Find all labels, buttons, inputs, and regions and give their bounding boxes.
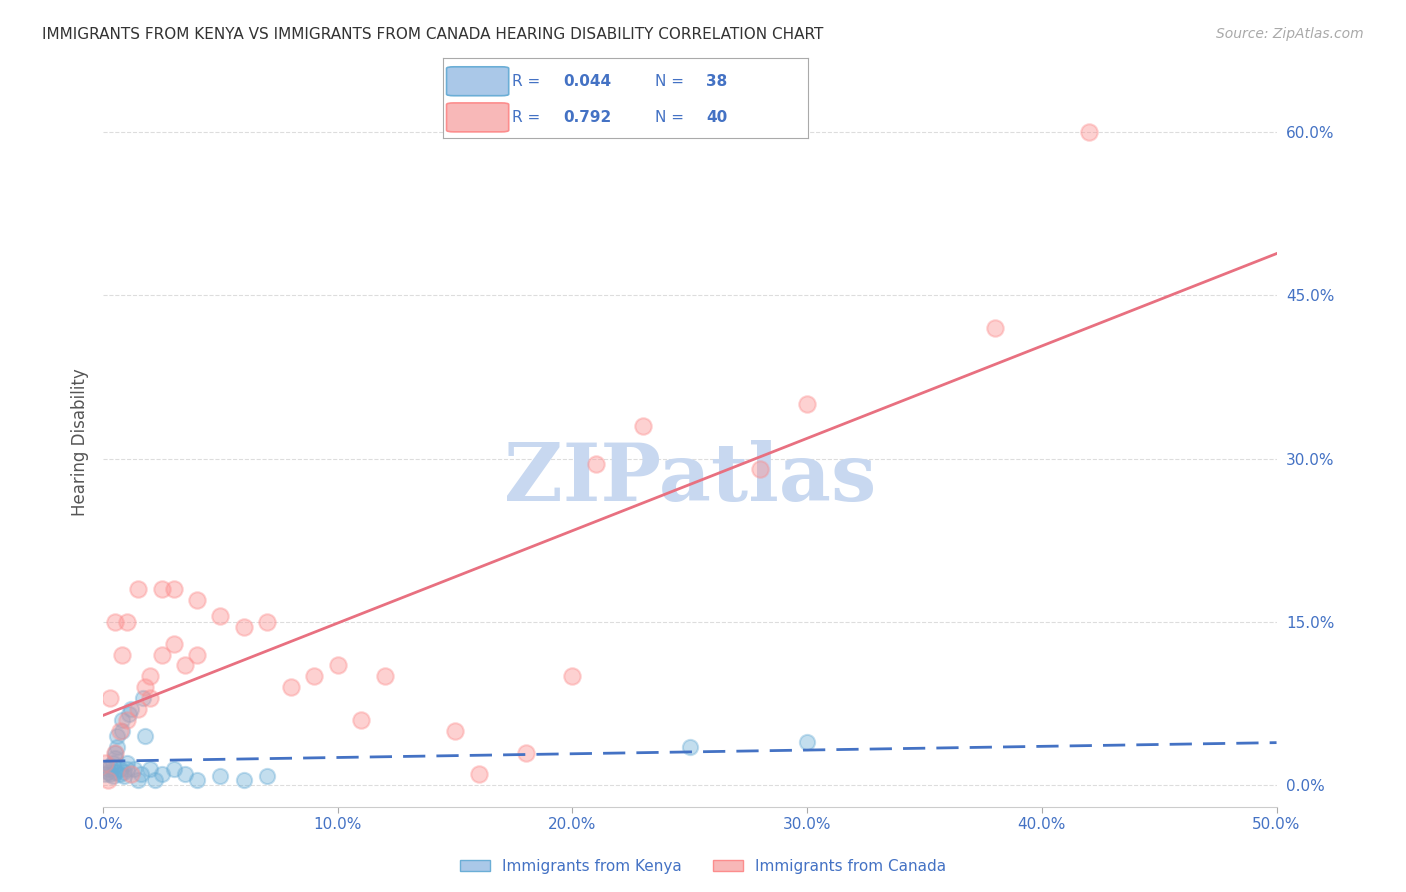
Point <box>326 658 349 673</box>
Point <box>561 669 583 683</box>
Text: ZIPatlas: ZIPatlas <box>503 440 876 517</box>
Point <box>94 756 117 771</box>
Text: N =: N = <box>655 74 683 89</box>
Point <box>112 770 135 784</box>
Point <box>115 713 138 727</box>
Point <box>174 767 197 781</box>
Point <box>118 707 141 722</box>
Point <box>105 729 128 743</box>
Point <box>679 740 702 755</box>
Point <box>127 702 149 716</box>
Point <box>97 765 120 780</box>
Point <box>105 740 128 755</box>
Point <box>374 669 396 683</box>
Point <box>162 637 184 651</box>
Point <box>98 767 121 781</box>
Point <box>104 615 127 629</box>
Point <box>104 765 127 780</box>
Point <box>444 723 467 738</box>
Point <box>132 691 155 706</box>
Point <box>139 669 162 683</box>
Point <box>232 620 254 634</box>
Point <box>108 762 131 776</box>
Point <box>115 762 138 776</box>
Point <box>127 772 149 787</box>
Text: 38: 38 <box>706 74 727 89</box>
Point <box>585 457 607 471</box>
Point <box>232 772 254 787</box>
Point <box>111 723 134 738</box>
Point <box>134 680 156 694</box>
Point <box>104 746 127 760</box>
Point <box>150 648 173 662</box>
FancyBboxPatch shape <box>447 103 509 132</box>
Text: 0.044: 0.044 <box>564 74 612 89</box>
Text: 40: 40 <box>706 110 727 125</box>
Point <box>350 713 373 727</box>
Point <box>97 772 120 787</box>
Point <box>94 767 117 781</box>
Point <box>101 756 124 771</box>
Point <box>115 756 138 771</box>
Point <box>515 746 537 760</box>
Point <box>796 397 818 411</box>
Point <box>120 702 142 716</box>
Point <box>984 321 1007 335</box>
Point <box>467 767 489 781</box>
Point <box>796 734 818 748</box>
Point <box>280 680 302 694</box>
Text: N =: N = <box>655 110 683 125</box>
Text: R =: R = <box>512 74 540 89</box>
Point <box>111 713 134 727</box>
Point <box>304 669 326 683</box>
Point <box>186 648 208 662</box>
Point <box>139 762 162 776</box>
Point <box>101 770 124 784</box>
Y-axis label: Hearing Disability: Hearing Disability <box>72 368 89 516</box>
Point <box>162 582 184 597</box>
Point <box>111 648 134 662</box>
Text: IMMIGRANTS FROM KENYA VS IMMIGRANTS FROM CANADA HEARING DISABILITY CORRELATION C: IMMIGRANTS FROM KENYA VS IMMIGRANTS FROM… <box>42 27 824 42</box>
Point <box>256 615 278 629</box>
Point <box>186 593 208 607</box>
Text: Source: ZipAtlas.com: Source: ZipAtlas.com <box>1216 27 1364 41</box>
Point <box>150 767 173 781</box>
Point <box>98 758 121 772</box>
Point <box>150 582 173 597</box>
Point <box>122 762 145 776</box>
FancyBboxPatch shape <box>447 67 509 95</box>
Point <box>98 691 121 706</box>
Point <box>120 767 142 781</box>
Point <box>97 762 120 776</box>
Point <box>256 770 278 784</box>
Point <box>209 609 232 624</box>
Point <box>108 723 131 738</box>
Point <box>174 658 197 673</box>
Point <box>139 691 162 706</box>
Text: 0.792: 0.792 <box>564 110 612 125</box>
Point <box>162 762 184 776</box>
Point <box>127 582 149 597</box>
Point <box>134 729 156 743</box>
Point <box>209 770 232 784</box>
Point <box>112 765 135 780</box>
Legend: Immigrants from Kenya, Immigrants from Canada: Immigrants from Kenya, Immigrants from C… <box>453 853 953 880</box>
Point <box>108 767 131 781</box>
Point <box>1077 125 1099 139</box>
Point <box>631 418 654 433</box>
Point <box>129 767 152 781</box>
Point <box>749 462 772 476</box>
Point <box>115 615 138 629</box>
Point <box>104 746 127 760</box>
Text: R =: R = <box>512 110 540 125</box>
Point <box>186 772 208 787</box>
Point <box>104 751 127 765</box>
Point <box>143 772 166 787</box>
